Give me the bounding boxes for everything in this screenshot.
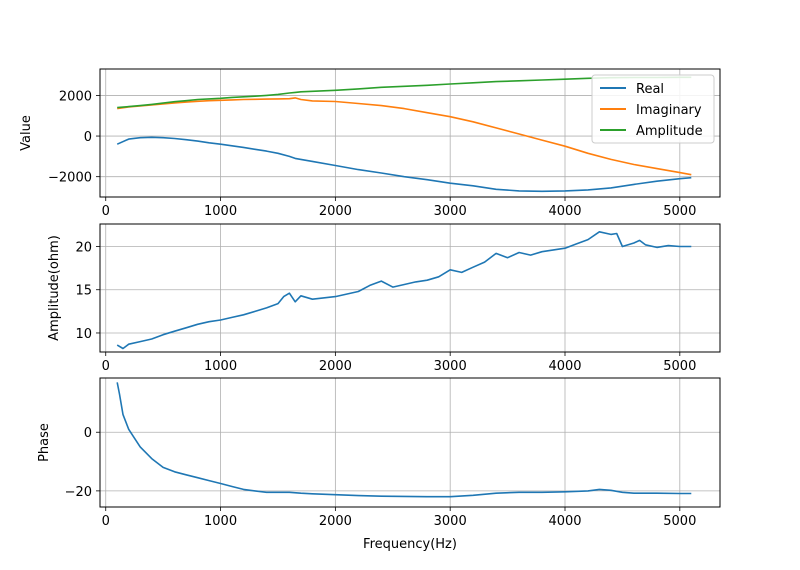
- x-tick-label: 0: [102, 359, 110, 374]
- y-tick-label: 0: [84, 426, 92, 441]
- x-tick-label: 5000: [663, 514, 696, 529]
- series-line-real: [116, 136, 692, 193]
- y-tick-label: −20: [65, 485, 92, 500]
- x-tick-label: 1000: [204, 204, 237, 219]
- series-line-amplitude: [117, 76, 692, 109]
- legend-box: [591, 74, 715, 144]
- axes-frame: [99, 223, 721, 353]
- x-tick-label: 2000: [319, 204, 352, 219]
- x-tick-label: 2000: [319, 359, 352, 374]
- y-tick-label: 2000: [59, 89, 92, 104]
- y-tick-label: 20: [75, 240, 92, 255]
- x-tick-label: 3000: [434, 514, 467, 529]
- x-tick-label: 1000: [204, 514, 237, 529]
- x-tick-label: 2000: [319, 514, 352, 529]
- series-line-imaginary: [117, 97, 692, 176]
- x-tick-label: 3000: [434, 359, 467, 374]
- subplot-2: 0 1000 2000 3000 4000 5000 10 15 20 Amplitude(ohm…: [47, 223, 721, 374]
- y-axis-label: Amplitude(ohm): [47, 235, 62, 341]
- axes-frame: [99, 68, 721, 198]
- x-tick-label: 4000: [548, 514, 581, 529]
- x-tick-label: 5000: [663, 204, 696, 219]
- subplot-1: 0 1000 2000 3000 4000 5000 −2000 0 2000 Value Real…: [19, 68, 721, 219]
- y-tick-label: 0: [84, 130, 92, 145]
- legend-label: Real: [636, 82, 664, 97]
- x-tick-label: 4000: [548, 204, 581, 219]
- y-tick-label: −2000: [48, 171, 92, 186]
- legend: Real Imaginary Amplitude: [591, 74, 715, 144]
- x-tick-label: 5000: [663, 359, 696, 374]
- x-tick-label: 0: [102, 204, 110, 219]
- legend-label: Amplitude: [636, 124, 703, 139]
- x-tick-label: 4000: [548, 359, 581, 374]
- y-axis-label: Phase: [37, 423, 52, 462]
- axes-frame: [99, 377, 721, 508]
- x-axis-label: Frequency(Hz): [363, 537, 457, 552]
- y-axis-label: Value: [19, 115, 34, 151]
- x-tick-label: 1000: [204, 359, 237, 374]
- series-line-amplitude-ohm-: [116, 231, 692, 350]
- subplot-3: 0 1000 2000 3000 4000 5000 −20 0 Phase: [37, 377, 721, 529]
- legend-label: Imaginary: [636, 103, 702, 118]
- x-tick-label: 3000: [434, 204, 467, 219]
- x-tick-label: 0: [102, 514, 110, 529]
- y-tick-label: 15: [75, 284, 92, 299]
- y-tick-label: 10: [75, 327, 92, 342]
- series-line-phase: [116, 382, 692, 498]
